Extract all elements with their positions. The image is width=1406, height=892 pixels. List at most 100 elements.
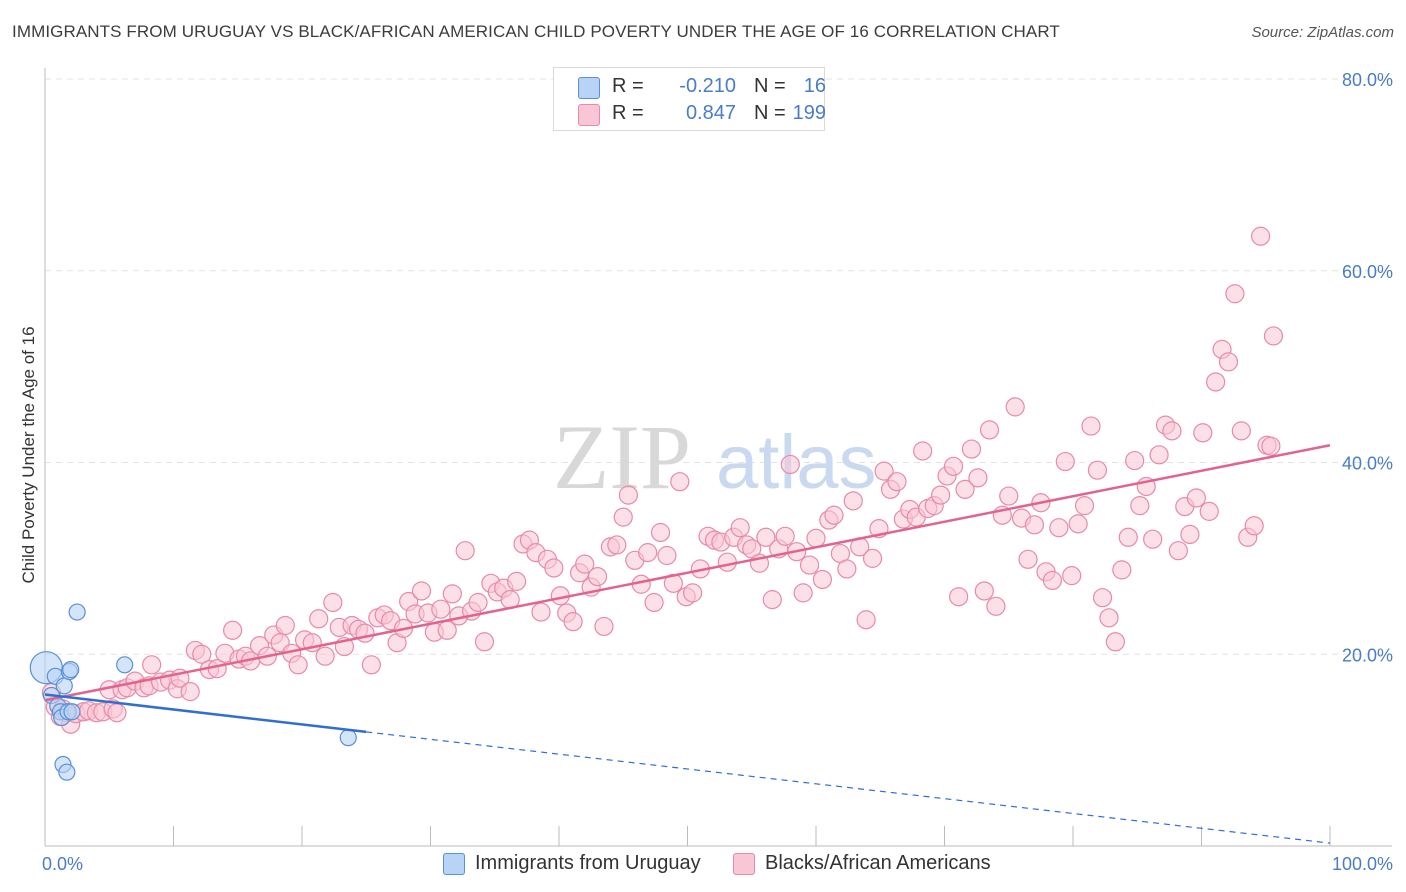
data-point-black (949, 587, 969, 607)
data-point-black (1042, 570, 1063, 591)
data-point-black (309, 609, 329, 629)
data-point-black (644, 592, 664, 613)
data-point-black (670, 472, 690, 492)
data-point-uruguay (68, 603, 86, 621)
trend-line-uruguay-extension (366, 731, 1331, 844)
data-point-black (1251, 226, 1271, 246)
data-point-black (607, 535, 627, 555)
data-point-black (780, 454, 800, 475)
data-point-black (437, 620, 457, 640)
data-point-black (931, 485, 951, 505)
y-tick-label: 20.0% (1342, 645, 1393, 665)
data-point-black (107, 703, 127, 723)
data-point-black (288, 655, 308, 675)
data-point-black (1074, 496, 1095, 516)
x-tick-label: 0.0% (42, 854, 83, 874)
y-tick-label: 40.0% (1342, 454, 1393, 474)
axes (44, 68, 1392, 847)
data-point-black (180, 682, 200, 702)
data-point-black (506, 571, 527, 591)
data-point-black (1180, 524, 1200, 545)
legend-n-value: 16 (803, 75, 826, 97)
data-point-black (323, 592, 343, 613)
data-point-black (355, 623, 375, 643)
data-point-black (1231, 421, 1251, 441)
data-point-black (192, 644, 212, 664)
data-point-black (1261, 436, 1281, 456)
data-point-black (1199, 501, 1219, 521)
data-point-black (1225, 284, 1245, 304)
chart-title: IMMIGRANTS FROM URUGUAY VS BLACK/AFRICAN… (12, 22, 1060, 41)
data-point-black (563, 612, 583, 632)
data-point-black (275, 615, 295, 636)
legend-n-label: N = (754, 75, 786, 97)
x-tick-label: 100.0% (1332, 854, 1393, 874)
data-point-black (775, 526, 795, 546)
data-point-black (961, 439, 982, 459)
data-point-black (756, 527, 776, 547)
data-point-black (1149, 445, 1169, 465)
data-point-black (762, 590, 782, 610)
data-point-black (1206, 372, 1226, 392)
data-point-black (986, 596, 1006, 616)
data-point-black (1263, 326, 1284, 346)
data-point-black (650, 522, 671, 543)
legend-swatch-uruguay (443, 853, 465, 875)
data-point-black (1168, 541, 1188, 561)
legend-swatch-black (578, 104, 600, 126)
data-point-black (1099, 608, 1119, 628)
legend-r-label: R = (612, 75, 644, 97)
y-tick-label: 80.0% (1342, 70, 1393, 90)
data-point-black (812, 569, 833, 590)
data-point-black (442, 584, 462, 604)
data-point-black (361, 655, 381, 675)
data-point-black (468, 592, 488, 613)
legend-swatch-uruguay (578, 77, 600, 99)
data-point-black (1218, 352, 1239, 372)
data-point-black (799, 555, 820, 575)
data-point-black (806, 528, 826, 548)
data-point-black (315, 646, 335, 666)
data-point-black (618, 485, 638, 505)
watermark: ZIP atlas (553, 406, 877, 508)
y-axis-label: Child Poverty Under the Age of 16 (19, 326, 38, 583)
data-point-black (1055, 451, 1075, 472)
data-point-black (1018, 549, 1038, 569)
data-point-black (1193, 423, 1213, 443)
data-point-black (943, 456, 964, 476)
data-point-black (974, 581, 994, 601)
data-point-black (575, 554, 595, 574)
data-point-black (979, 420, 1000, 440)
legend-r-value: 0.847 (685, 102, 736, 124)
data-point-uruguay (62, 660, 80, 679)
data-point-black (1105, 632, 1126, 652)
data-point-black (223, 620, 243, 640)
data-point-black (1125, 450, 1145, 471)
correlation-legend: R = -0.210 N = 16 R = 0.847 N = 199 (553, 67, 826, 131)
data-point-black (1162, 421, 1182, 441)
trend-line-black (44, 444, 1331, 702)
data-point-black (1118, 527, 1138, 547)
trend-lines (44, 444, 1331, 844)
data-point-uruguay (116, 656, 134, 674)
data-point-black (657, 545, 677, 566)
data-point-black (837, 559, 857, 579)
data-point-black (142, 655, 162, 675)
data-point-uruguay (339, 729, 357, 747)
legend-n-label: N = (754, 102, 786, 124)
data-point-black (913, 441, 933, 461)
data-point-black (730, 518, 750, 538)
data-point-black (793, 583, 813, 603)
data-point-black (955, 479, 975, 499)
chart-source: Source: ZipAtlas.com (1251, 24, 1394, 41)
data-point-black (431, 599, 451, 619)
data-point-uruguay (55, 677, 73, 695)
legend-n-value: 199 (792, 102, 826, 124)
data-point-black (531, 602, 551, 622)
legend-r-label: R = (612, 102, 644, 124)
data-point-black (1130, 496, 1150, 516)
data-point-black (1062, 566, 1082, 586)
y-tick-label: 60.0% (1342, 262, 1393, 282)
data-point-black (824, 505, 844, 525)
